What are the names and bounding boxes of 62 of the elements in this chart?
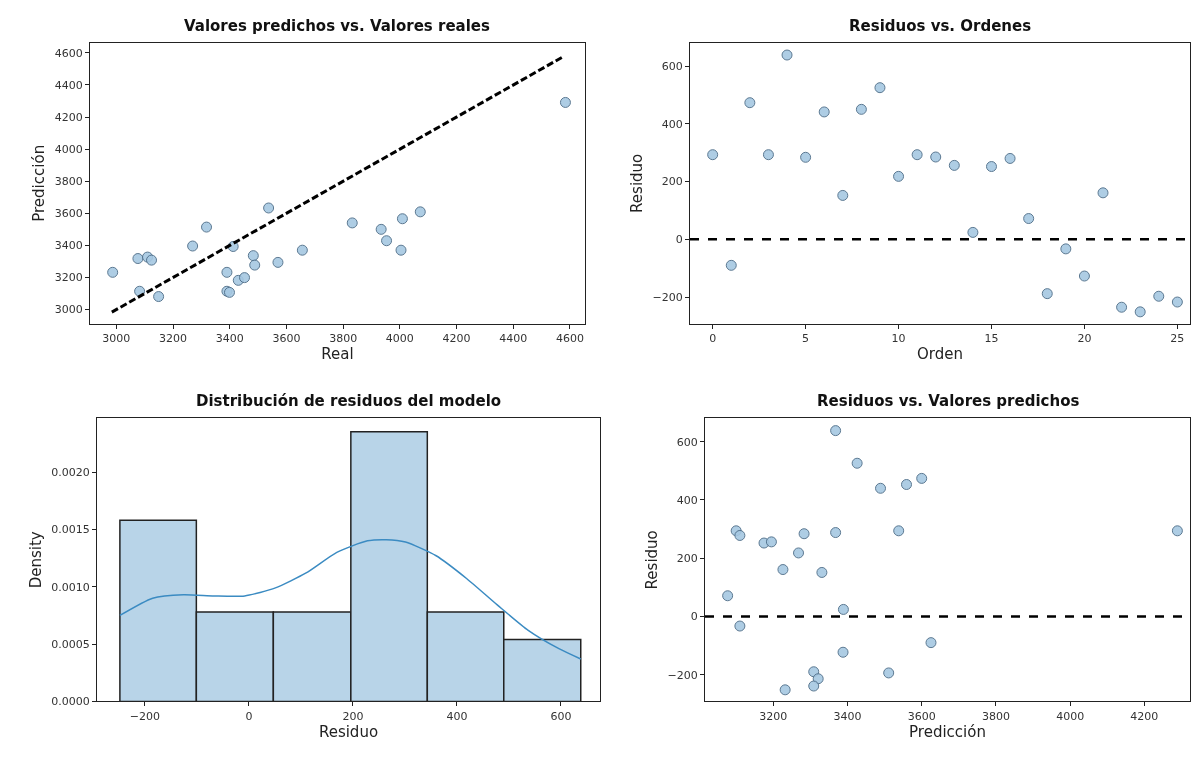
x-tick-label: 15: [984, 332, 999, 346]
y-tick-label: 4000: [54, 142, 83, 156]
y-axis-title: Residuo: [642, 530, 661, 590]
y-tick-label: 0.0010: [51, 580, 90, 594]
x-axis-title: Real: [321, 345, 354, 364]
x-tick-label: 5: [802, 332, 810, 346]
y-tick-label: 4600: [54, 46, 83, 60]
chart-title: Valores predichos vs. Valores reales: [184, 17, 490, 35]
x-tick-label: 3400: [833, 709, 862, 723]
x-tick-label: 25: [1170, 332, 1185, 346]
y-tick-label: 3000: [54, 303, 83, 317]
y-axis-title: Predicción: [30, 144, 49, 222]
y-tick-label: 3400: [54, 239, 83, 253]
x-tick-label: 600: [550, 709, 572, 723]
y-tick-label: −200: [667, 668, 698, 682]
chart-title: Residuos vs. Valores predichos: [817, 392, 1080, 410]
y-tick-label: 200: [676, 552, 698, 566]
y-tick-label: 0: [690, 610, 698, 624]
x-tick-label: 3400: [215, 332, 244, 346]
x-tick-label: 4200: [442, 332, 471, 346]
x-tick-label: 3600: [907, 709, 936, 723]
x-tick-label: 3200: [759, 709, 788, 723]
x-tick-label: 4000: [1056, 709, 1085, 723]
x-tick-label: 400: [446, 709, 468, 723]
y-tick-label: 3800: [54, 175, 83, 189]
y-tick-label: 0.0020: [51, 465, 90, 479]
y-tick-label: 4200: [54, 110, 83, 124]
x-tick-label: 4600: [555, 332, 584, 346]
x-tick-label: 3800: [981, 709, 1010, 723]
y-tick-label: 600: [676, 435, 698, 449]
chart-title: Distribución de residuos del modelo: [196, 392, 502, 410]
y-tick-label: 0: [675, 233, 683, 247]
x-tick-label: 4400: [499, 332, 528, 346]
y-tick-label: 0.0000: [51, 695, 90, 709]
x-tick-label: 0: [709, 332, 717, 346]
x-tick-label: 200: [342, 709, 364, 723]
y-tick-label: 400: [661, 117, 683, 131]
x-tick-label: 4000: [385, 332, 414, 346]
x-tick-label: 4200: [1130, 709, 1159, 723]
y-axis-title: Residuo: [627, 153, 646, 213]
y-axis-title: Density: [26, 531, 45, 589]
y-tick-label: 4400: [54, 78, 83, 92]
y-tick-label: 3200: [54, 271, 83, 285]
x-tick-label: 3000: [102, 332, 131, 346]
y-tick-label: 0.0005: [51, 637, 90, 651]
x-tick-label: 20: [1077, 332, 1092, 346]
y-tick-label: 0.0015: [51, 523, 90, 537]
chart-title: Residuos vs. Ordenes: [849, 17, 1032, 35]
y-tick-label: −200: [652, 290, 683, 304]
y-tick-label: 3600: [54, 207, 83, 221]
x-axis-title: Residuo: [318, 722, 379, 741]
y-tick-label: 600: [661, 59, 683, 73]
x-tick-label: 0: [245, 709, 253, 723]
x-tick-label: 3800: [329, 332, 358, 346]
x-axis-title: Orden: [917, 345, 963, 364]
y-tick-label: 200: [661, 175, 683, 189]
x-tick-label: 10: [891, 332, 906, 346]
x-tick-label: 3200: [159, 332, 188, 346]
y-tick-label: 400: [676, 493, 698, 507]
x-tick-label: 3600: [272, 332, 301, 346]
x-tick-label: −200: [129, 709, 160, 723]
x-axis-title: Predicción: [909, 722, 986, 741]
